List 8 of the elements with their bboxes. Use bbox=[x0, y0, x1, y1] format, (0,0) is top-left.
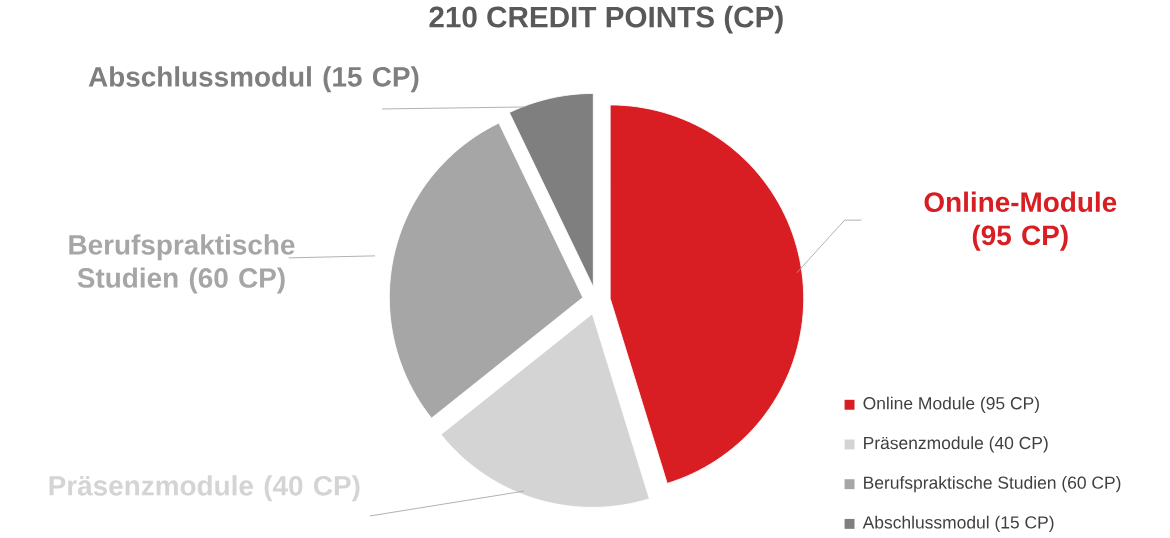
legend-label: Berufspraktische Studien (60 CP) bbox=[864, 476, 1121, 493]
legend-label: Präsenzmodule (40 CP) bbox=[864, 436, 1048, 453]
text: Berufspraktische Studien (60 CP) bbox=[69, 234, 295, 294]
text: Online-Module (95 CP) bbox=[924, 191, 1117, 251]
legend-label: Abschlussmodul (15 CP) bbox=[862, 515, 1054, 533]
legend-label: Online Module (95 CP) bbox=[863, 396, 1039, 413]
text: Abschlussmodul (15 CP) bbox=[88, 66, 419, 93]
chart-title: 210 CREDIT POINTS (CP) bbox=[429, 5, 783, 34]
